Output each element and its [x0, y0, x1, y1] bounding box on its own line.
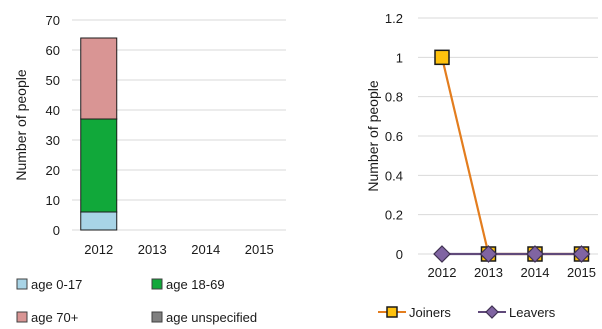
legend-label-1: age 0-17	[31, 277, 82, 292]
legend-label-1: age 18-69	[166, 277, 225, 292]
legend-label-1: age 70+	[31, 310, 78, 325]
y-tick-label-1: 10	[46, 193, 60, 208]
legend-label-2: Leavers	[509, 305, 556, 320]
y-tick-label-2: 1	[396, 50, 403, 65]
y-tick-label-2: 1.2	[385, 11, 403, 26]
joiners-point	[434, 49, 450, 66]
series-line-joiners	[440, 57, 582, 256]
y-tick-label-1: 50	[46, 73, 60, 88]
x-tick-label-2: 2012	[428, 265, 457, 280]
bar-segment-1	[80, 211, 118, 231]
x-tick-label-1: 2013	[138, 242, 167, 257]
leavers-point	[433, 245, 451, 263]
leavers-point	[572, 245, 591, 263]
legend-marker-2	[386, 306, 398, 318]
y-tick-label-1: 70	[46, 13, 60, 28]
y-tick-label-2: 0.6	[385, 129, 403, 144]
x-tick-label-1: 2014	[191, 242, 220, 257]
legend-marker-2	[485, 305, 499, 319]
legend-swatch-1	[16, 278, 28, 290]
bar-segment-2	[80, 118, 118, 213]
legend-swatch-1	[151, 311, 163, 323]
y-tick-label-1: 0	[53, 223, 60, 238]
bar-segment-3	[80, 37, 118, 120]
y-tick-label-2: 0.8	[385, 90, 403, 105]
x-tick-label-2: 2015	[567, 265, 596, 280]
y-axis-label-1: Number of people	[13, 69, 29, 181]
legend-label-2: Joiners	[409, 305, 451, 320]
y-tick-label-2: 0	[396, 247, 403, 262]
x-tick-label-1: 2015	[245, 242, 274, 257]
x-tick-label-1: 2012	[84, 242, 113, 257]
y-tick-label-1: 30	[46, 133, 60, 148]
x-tick-label-2: 2013	[474, 265, 503, 280]
legend-swatch-1	[16, 311, 28, 323]
y-tick-label-1: 60	[46, 43, 60, 58]
y-axis-label-2: Number of people	[365, 80, 381, 192]
x-tick-label-2: 2014	[521, 265, 550, 280]
leavers-point	[526, 245, 544, 263]
legend-swatch-1	[151, 278, 163, 290]
y-tick-label-2: 0.4	[385, 168, 403, 183]
legend-label-1: age unspecified	[166, 310, 257, 325]
leavers-point	[479, 245, 498, 263]
y-tick-label-1: 40	[46, 103, 60, 118]
y-tick-label-1: 20	[46, 163, 60, 178]
y-tick-label-2: 0.2	[385, 208, 403, 223]
